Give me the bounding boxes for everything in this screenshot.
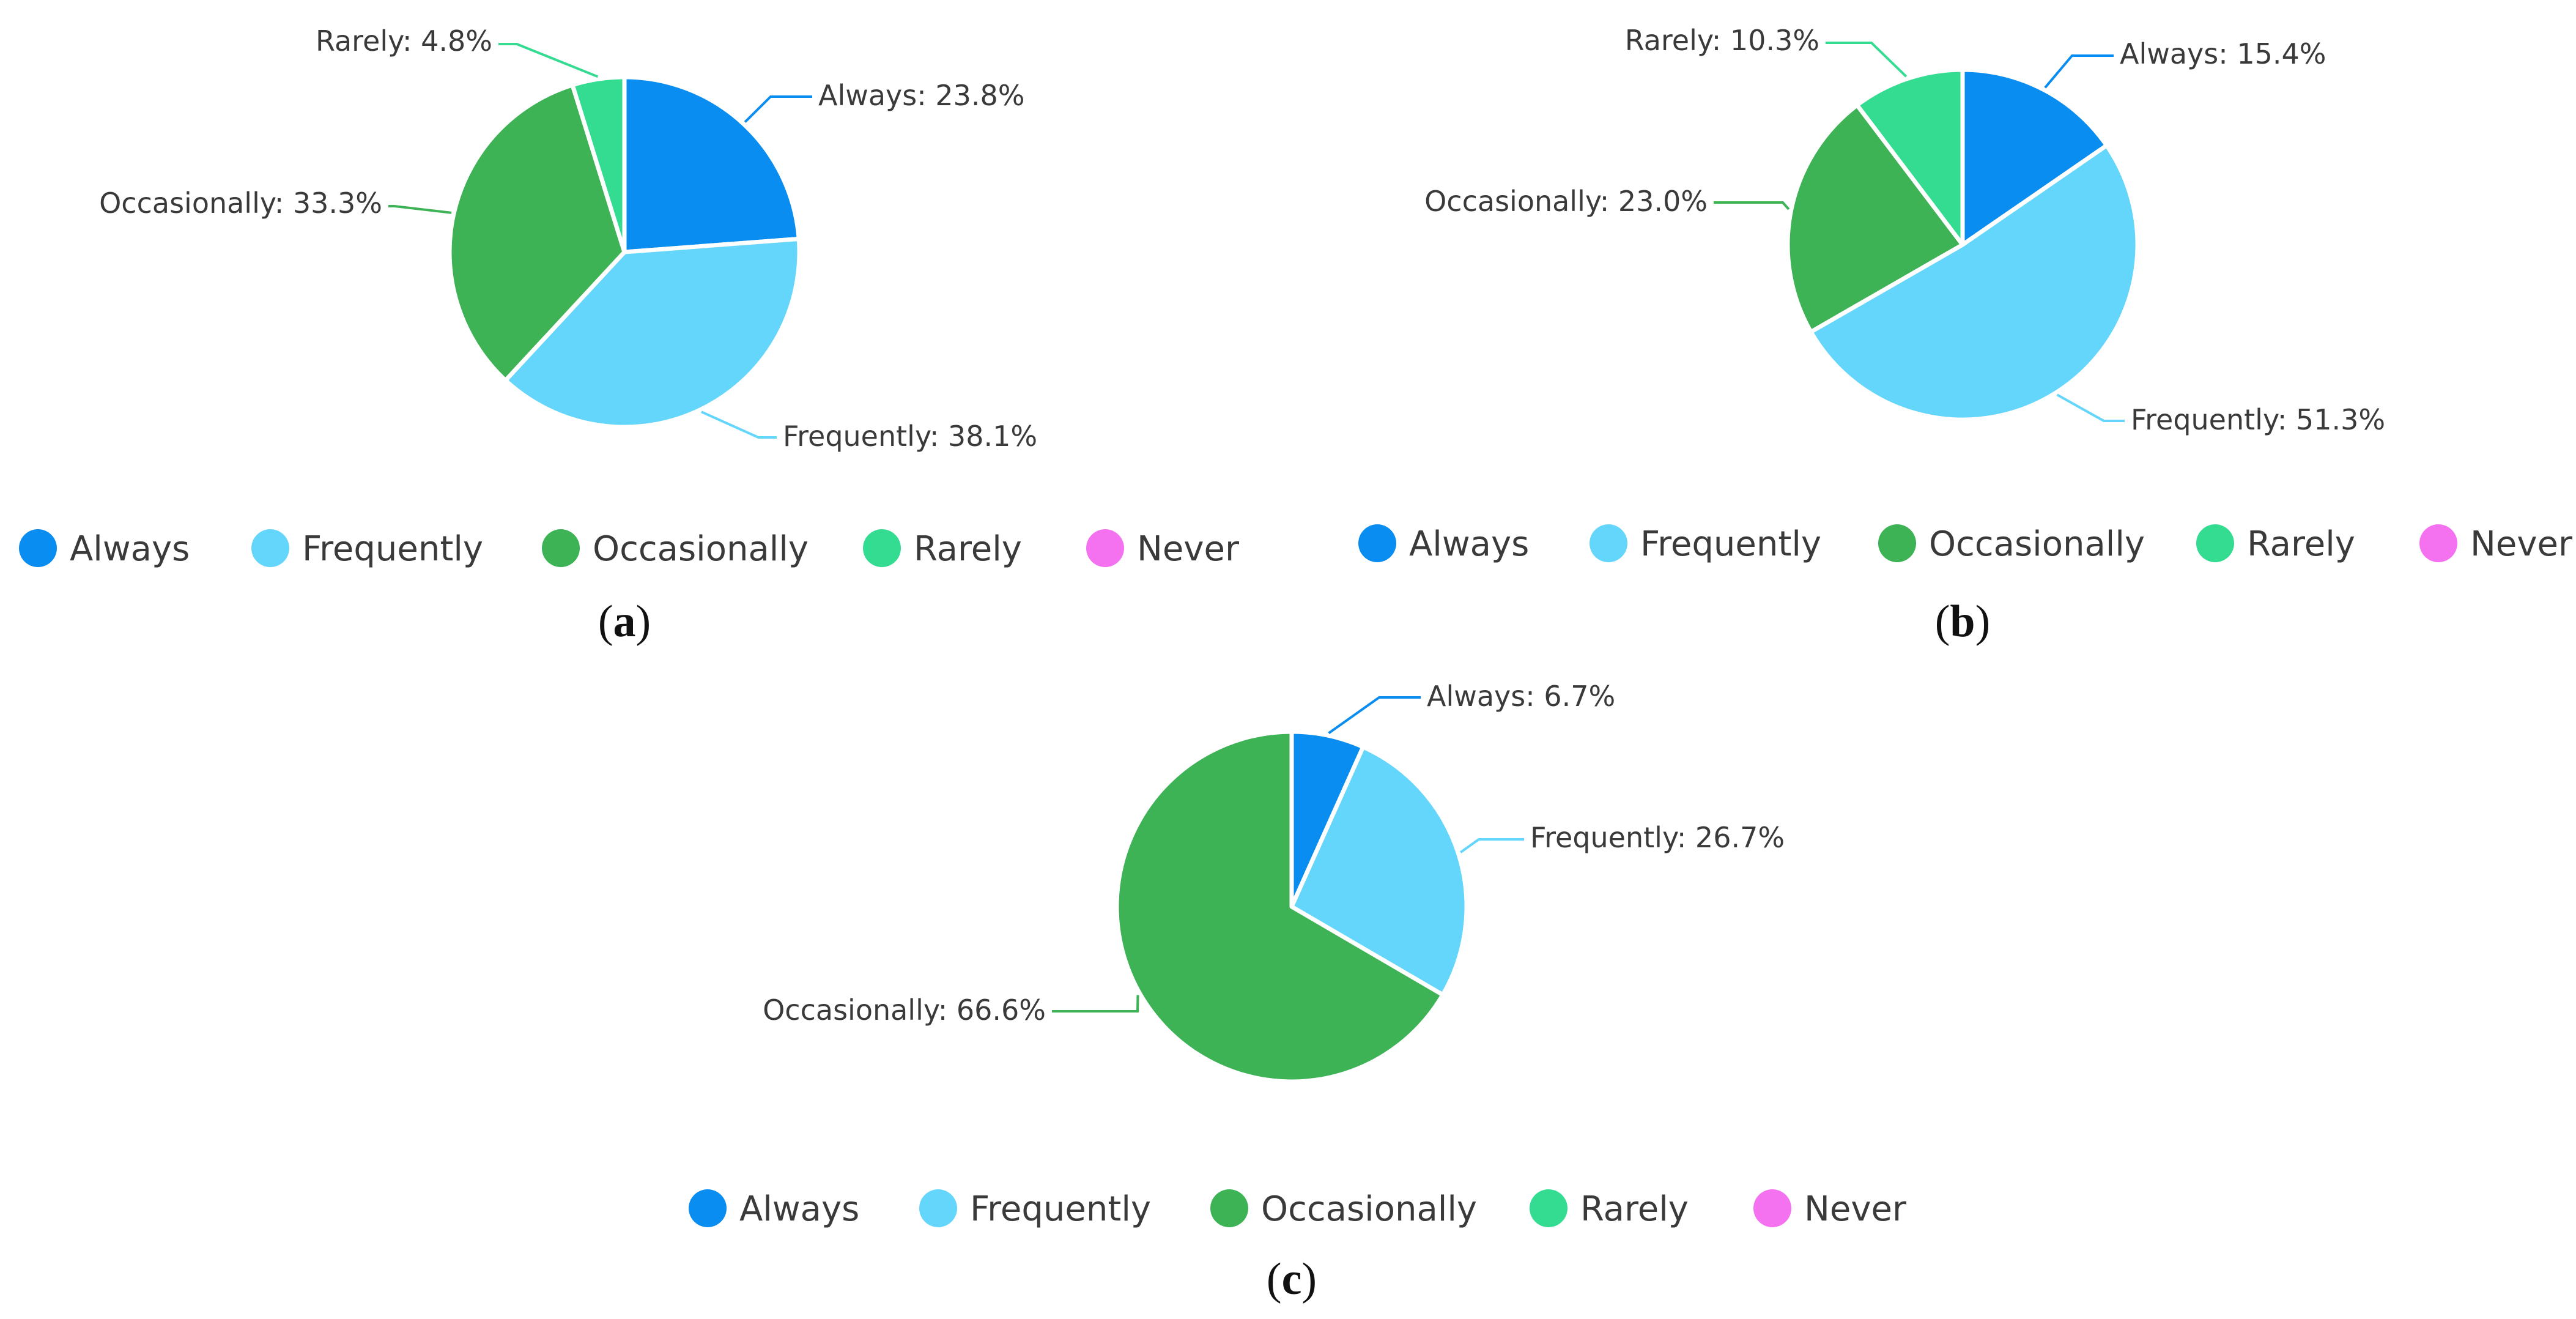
legend-item-b-occasionally[interactable]: Occasionally [1878,524,2145,564]
legend-marker-always [689,1189,727,1227]
caption-paren: ( [1935,596,1950,647]
legend-marker-frequently [1590,524,1627,562]
legend-marker-occasionally [542,529,580,567]
slice-label-a-frequently: Frequently: 38.1% [783,420,1037,453]
slice-a-frequently[interactable] [503,236,802,429]
slice-c-frequently[interactable] [1289,745,1469,997]
legend-label-never: Never [1804,1189,1907,1229]
legend-marker-frequently [251,529,289,567]
legend-label-occasionally: Occasionally [593,529,809,569]
slice-b-rarely[interactable] [1855,67,1965,247]
slice-b-always[interactable] [1960,67,2109,247]
slice-a-occasionally[interactable] [447,83,627,383]
legend-marker-occasionally [1878,524,1916,562]
slice-label-b-always: Always: 15.4% [2120,37,2326,70]
caption-paren: ) [1975,596,1991,647]
legend-label-frequently: Frequently [302,529,483,569]
legend-marker-always [1358,524,1396,562]
legend-item-c-never[interactable]: Never [1753,1189,1907,1229]
pie-chart-a: Always: 23.8% Frequently: 38.1% Occasional… [19,24,1240,647]
slice-label-c-always: Always: 6.7% [1427,680,1615,713]
callout-line-c-occasionally [1052,995,1139,1012]
legend-marker-always [19,529,57,567]
legend-label-rarely: Rarely [914,529,1022,569]
callout-line-b-rarely [1826,42,1908,78]
slice-label-a-always: Always: 23.8% [818,79,1025,112]
caption-letter: c [1282,1254,1302,1304]
legend-item-b-never[interactable]: Never [2419,524,2573,564]
legend-label-always: Always [739,1189,859,1229]
legend-marker-frequently [919,1189,957,1227]
slice-a-always[interactable] [622,75,801,255]
legend-marker-never [2419,524,2457,562]
slice-label-b-frequently: Frequently: 51.3% [2131,403,2385,436]
callout-line-a-frequently [701,411,777,439]
slice-c-occasionally[interactable] [1114,729,1445,1084]
callout-line-b-occasionally [1714,201,1790,210]
legend-marker-occasionally [1210,1189,1248,1227]
callout-line-a-rarely [498,43,599,78]
legend-label-frequently: Frequently [970,1189,1151,1229]
legend-item-a-occasionally[interactable]: Occasionally [542,529,809,569]
legend-label-always: Always [70,529,190,569]
legend-label-occasionally: Occasionally [1929,524,2145,564]
caption-paren: ) [636,596,651,647]
callout-line-a-always [744,95,812,123]
legend-marker-never [1753,1189,1791,1227]
legend-item-b-rarely[interactable]: Rarely [2196,524,2355,564]
legend-a: Always Frequently Occasionally Rarely Never [19,529,1240,569]
legend-marker-rarely [2196,524,2234,562]
legend-label-rarely: Rarely [2247,524,2355,564]
caption-letter: b [1950,596,1975,647]
slice-label-c-frequently: Frequently: 26.7% [1530,821,1785,854]
legend-b: Always Frequently Occasionally Rarely Never [1358,524,2573,564]
callout-line-a-occasionally [388,205,452,214]
pie-chart-b: Always: 15.4% Frequently: 51.3% Occasional… [1358,24,2573,647]
legend-item-a-always[interactable]: Always [19,529,190,569]
legend-item-c-occasionally[interactable]: Occasionally [1210,1189,1477,1229]
legend-c: Always Frequently Occasionally Rarely Never [689,1189,1907,1229]
legend-label-never: Never [2470,524,2573,564]
callout-line-c-frequently [1459,838,1524,853]
legend-item-b-always[interactable]: Always [1358,524,1529,564]
legend-label-always: Always [1409,524,1529,564]
caption-paren: ( [1267,1254,1282,1304]
legend-item-c-frequently[interactable]: Frequently [919,1189,1151,1229]
legend-item-c-rarely[interactable]: Rarely [1530,1189,1689,1229]
slice-label-b-rarely: Rarely: 10.3% [1625,24,1819,57]
legend-marker-rarely [1530,1189,1567,1227]
legend-item-b-frequently[interactable]: Frequently [1590,524,1821,564]
legend-item-a-rarely[interactable]: Rarely [863,529,1022,569]
slice-label-a-occasionally: Occasionally: 33.3% [99,187,382,220]
caption-paren: ( [598,596,613,647]
slice-label-b-occasionally: Occasionally: 23.0% [1424,185,1708,218]
panel-caption-b: (b) [1935,596,1990,647]
legend-label-occasionally: Occasionally [1261,1189,1477,1229]
callout-line-c-always [1328,696,1421,735]
slice-label-a-rarely: Rarely: 4.8% [316,24,492,58]
callout-line-b-frequently [2056,393,2125,422]
callout-line-b-always [2044,54,2114,89]
panel-caption-a: (a) [598,596,651,647]
legend-marker-never [1086,529,1124,567]
slice-a-rarely[interactable] [570,75,627,255]
legend-label-frequently: Frequently [1640,524,1821,564]
panel-caption-c: (c) [1267,1254,1317,1304]
slice-b-occasionally[interactable] [1785,103,1965,334]
legend-item-c-always[interactable]: Always [689,1189,859,1229]
legend-item-a-frequently[interactable]: Frequently [251,529,483,569]
slice-label-c-occasionally: Occasionally: 66.6% [763,994,1046,1027]
legend-label-never: Never [1137,529,1240,569]
slice-b-frequently[interactable] [1808,143,2140,422]
caption-letter: a [613,596,636,647]
legend-marker-rarely [863,529,901,567]
legend-item-a-never[interactable]: Never [1086,529,1240,569]
caption-paren: ) [1301,1254,1317,1304]
legend-label-rarely: Rarely [1580,1189,1689,1229]
pie-chart-c: Always: 6.7% Frequently: 26.7% Occasionall… [689,680,1907,1304]
